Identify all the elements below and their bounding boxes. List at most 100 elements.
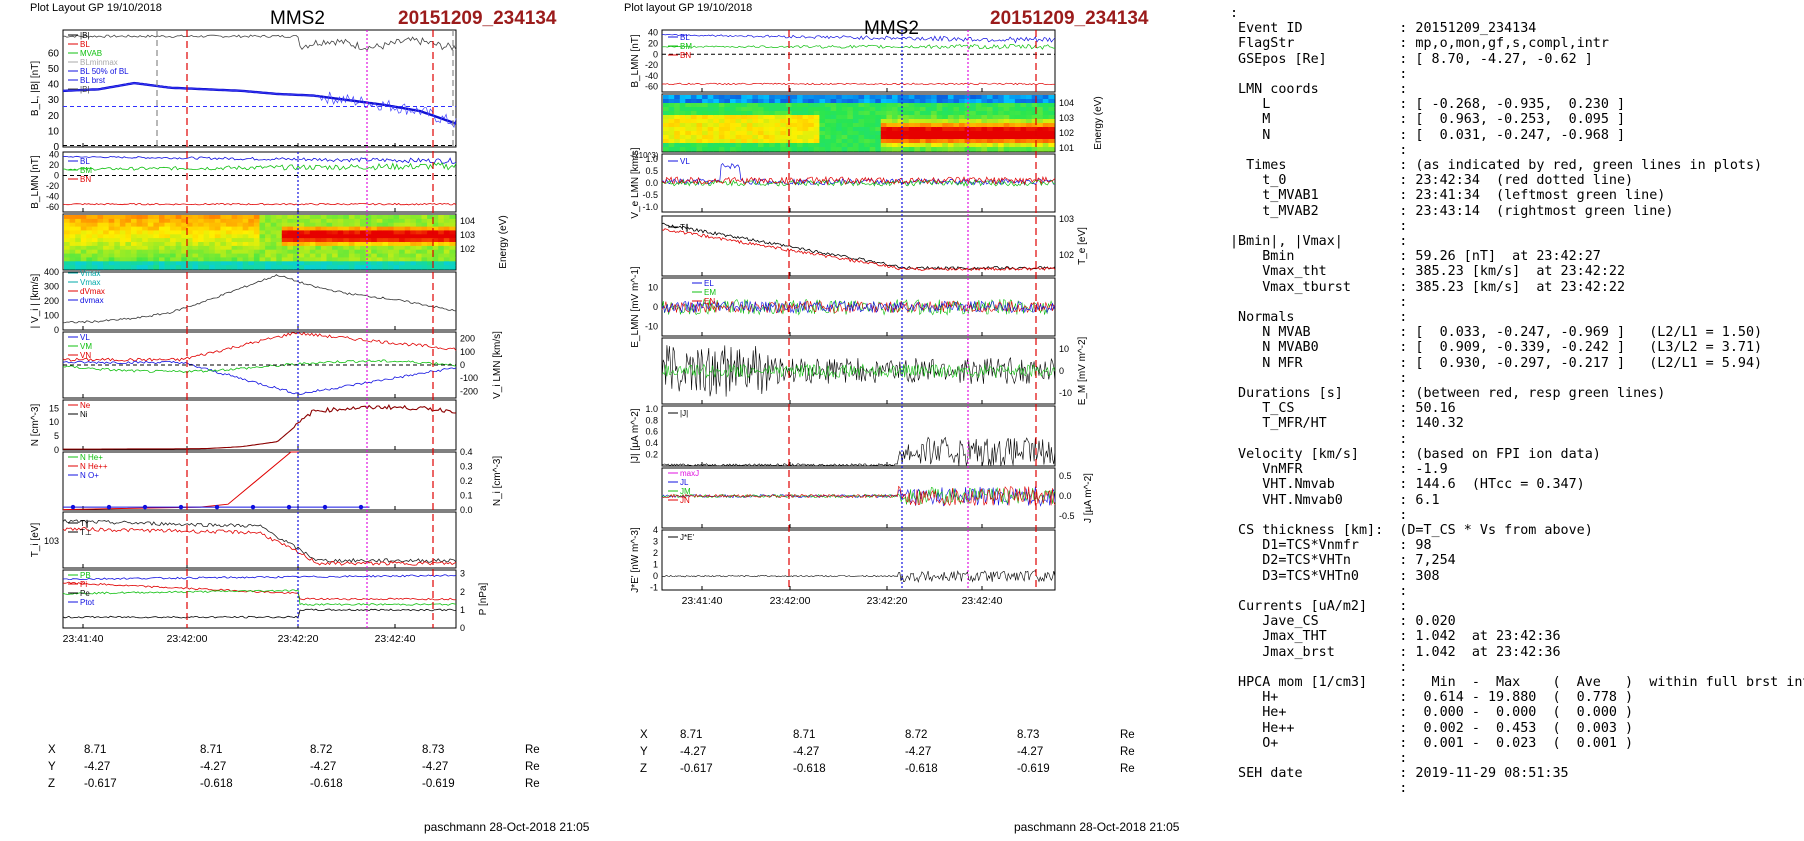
spectrogram-cell bbox=[147, 226, 154, 232]
spectrogram-cell bbox=[892, 99, 899, 104]
spectrogram-cell bbox=[427, 230, 434, 235]
spectrogram-cell bbox=[1003, 143, 1010, 148]
spectrogram-cell bbox=[1009, 135, 1016, 140]
spectrogram-cell bbox=[410, 261, 417, 266]
spectrogram-cell bbox=[248, 249, 255, 255]
spectrogram-cell bbox=[903, 95, 910, 100]
spectrogram-cell bbox=[735, 119, 742, 124]
spectrogram-cell bbox=[931, 111, 938, 116]
spectrogram-cell bbox=[964, 99, 971, 104]
spectrogram-cell bbox=[248, 226, 255, 232]
tick-label: 0 bbox=[1059, 366, 1064, 376]
spectrogram-cell bbox=[702, 135, 709, 140]
series-EL bbox=[661, 300, 1056, 314]
spectrogram-cell bbox=[337, 253, 344, 259]
spectrogram-cell bbox=[415, 230, 423, 235]
spectrogram-cell bbox=[769, 143, 776, 148]
spectrogram-cell bbox=[427, 242, 434, 247]
panel-frame bbox=[62, 151, 457, 213]
spectrogram-cell bbox=[276, 215, 283, 220]
time-tick-label: 23:42:00 bbox=[770, 595, 811, 607]
spectrogram-cell bbox=[242, 230, 249, 235]
spectrogram-cell bbox=[337, 238, 344, 243]
spectrogram-cell bbox=[337, 222, 344, 228]
spectrogram-cell bbox=[80, 226, 87, 232]
spectrogram-cell bbox=[304, 257, 311, 262]
spectrogram-cell bbox=[886, 147, 893, 152]
spectrogram-cell bbox=[724, 143, 731, 148]
spectrogram-cell bbox=[142, 234, 149, 239]
spectrogram-cell bbox=[1014, 143, 1022, 148]
spectrogram-cell bbox=[947, 95, 955, 100]
spectrogram-cell bbox=[242, 265, 249, 270]
spectrogram-cell bbox=[975, 111, 982, 116]
spectrogram-cell bbox=[332, 222, 339, 228]
spectrogram-cell bbox=[198, 257, 205, 262]
spectrogram-cell bbox=[1026, 115, 1033, 120]
spectrogram-cell bbox=[259, 257, 266, 262]
spectrogram-cell bbox=[897, 107, 904, 112]
spectrogram-cell bbox=[421, 257, 428, 262]
spectrogram-cell bbox=[164, 238, 171, 243]
spectrogram-cell bbox=[153, 215, 160, 220]
spectrogram-cell bbox=[186, 257, 194, 262]
spectrogram-cell bbox=[970, 139, 977, 144]
spectrogram-cell bbox=[354, 222, 361, 228]
spectrogram-cell bbox=[802, 107, 809, 112]
spectrogram-cell bbox=[947, 131, 955, 136]
spectrogram-cell bbox=[231, 253, 238, 259]
spectrogram-cell bbox=[1042, 135, 1049, 140]
spectrogram-cell bbox=[1014, 139, 1022, 144]
spectrogram-cell bbox=[1020, 135, 1027, 140]
spectrogram-cell bbox=[103, 257, 110, 262]
spectrogram-cell bbox=[214, 249, 221, 255]
spectrogram-cell bbox=[847, 95, 854, 100]
series-VeN bbox=[661, 175, 1056, 186]
spectrogram-cell bbox=[108, 242, 115, 247]
spectrogram-cell bbox=[237, 249, 244, 255]
tick-label: 0.6 bbox=[645, 427, 658, 437]
spectrogram-cell bbox=[724, 127, 731, 132]
spectrogram-cell bbox=[337, 218, 344, 224]
series-|Vi| bbox=[62, 274, 457, 324]
spectrogram-cell bbox=[1037, 115, 1044, 120]
spectrogram-cell bbox=[730, 115, 737, 120]
spectrogram-cell bbox=[925, 139, 932, 144]
spectrogram-cell bbox=[315, 265, 322, 270]
spectrogram-cell bbox=[103, 242, 110, 247]
spectrogram-cell bbox=[953, 111, 960, 116]
tick-label: 0.3 bbox=[460, 462, 473, 472]
spectrogram-cell bbox=[763, 147, 770, 152]
tick-label: 20 bbox=[648, 38, 658, 48]
spectrogram-cell bbox=[415, 253, 423, 259]
spectrogram-cell bbox=[936, 127, 943, 132]
spectrogram-cell bbox=[365, 230, 372, 235]
spectrogram-cell bbox=[724, 107, 731, 112]
y-axis-label: | V_i | [km/s] bbox=[30, 273, 41, 328]
spectrogram-cell bbox=[869, 123, 876, 128]
spectrogram-cell bbox=[438, 238, 445, 243]
spectrogram-cell bbox=[847, 119, 854, 124]
spectrogram-cell bbox=[86, 257, 93, 262]
info-line: N MFR : [ 0.930, -0.297, -0.217 ] (L2/L1… bbox=[1262, 355, 1763, 371]
spectrogram-cell bbox=[315, 226, 322, 232]
spectrogram-cell bbox=[763, 99, 770, 104]
spectrogram-cell bbox=[248, 245, 255, 251]
spectrogram-cell bbox=[108, 218, 115, 224]
spectrogram-cell bbox=[1014, 107, 1022, 112]
spectrogram-cell bbox=[808, 143, 815, 148]
spectrogram-cell bbox=[791, 107, 798, 112]
tick-label: 10 bbox=[648, 283, 658, 293]
spectrogram-cell bbox=[125, 257, 132, 262]
spectrogram-cell bbox=[987, 143, 994, 148]
spectrogram-cell bbox=[315, 261, 322, 266]
spectrogram-cell bbox=[388, 218, 395, 224]
spectrogram-cell bbox=[276, 242, 283, 247]
spectrogram-cell bbox=[847, 127, 854, 132]
spectrogram-cell bbox=[438, 253, 445, 259]
spectrogram-cell bbox=[388, 226, 395, 232]
tick-label: 10 bbox=[48, 126, 60, 137]
spectrogram-cell bbox=[382, 238, 389, 243]
spectrogram-cell bbox=[287, 245, 294, 251]
spectrogram-cell bbox=[91, 253, 99, 259]
